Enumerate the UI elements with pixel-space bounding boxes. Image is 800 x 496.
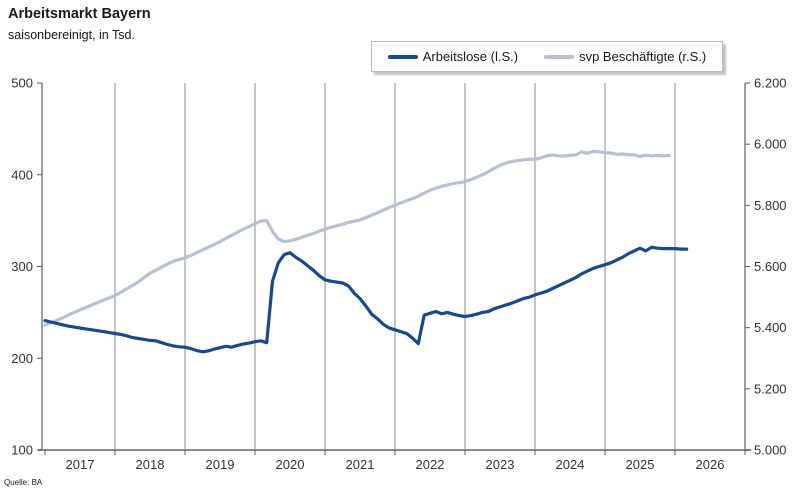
beschaeftigte-line-swatch (544, 54, 575, 59)
svg-text:2022: 2022 (416, 457, 445, 472)
svg-text:2024: 2024 (556, 457, 585, 472)
legend-label-beschaeftigte: svp Beschäftigte (r.S.) (579, 49, 707, 64)
svg-text:2026: 2026 (696, 457, 725, 472)
svg-text:100: 100 (11, 443, 33, 458)
page-title: Arbeitsmarkt Bayern (8, 6, 151, 22)
svg-text:2020: 2020 (276, 457, 305, 472)
svg-text:6.200: 6.200 (754, 76, 787, 91)
y-axis-left-labels: 500 400 300 200 100 (11, 76, 33, 458)
arbeitslose-line-swatch (387, 54, 418, 59)
svg-text:2025: 2025 (626, 457, 655, 472)
axis-ticks (37, 82, 750, 455)
svg-text:2017: 2017 (66, 457, 95, 472)
svg-text:2019: 2019 (206, 457, 235, 472)
svg-text:2021: 2021 (346, 457, 375, 472)
svg-text:6.000: 6.000 (754, 137, 787, 152)
y-axis-right-labels: 6.200 6.000 5.800 5.600 5.400 5.200 5.000 (754, 76, 787, 458)
svg-text:5.000: 5.000 (754, 443, 787, 458)
svg-text:5.200: 5.200 (754, 381, 787, 396)
series-beschaeftigte-line (43, 149, 671, 327)
svg-text:200: 200 (11, 351, 33, 366)
legend-item-beschaeftigte: svp Beschäftigte (r.S.) (544, 49, 706, 64)
svg-text:500: 500 (11, 76, 33, 91)
x-axis-labels: 2017 2018 2019 2020 2021 2022 2023 2024 2025 2026 (66, 457, 725, 472)
svg-text:5.400: 5.400 (754, 320, 787, 335)
svg-text:400: 400 (11, 167, 33, 182)
series-arbeitslose-line (43, 245, 689, 354)
svg-text:5.600: 5.600 (754, 259, 787, 274)
svg-text:2018: 2018 (136, 457, 165, 472)
svg-text:5.800: 5.800 (754, 198, 787, 213)
svg-text:2023: 2023 (486, 457, 515, 472)
legend-label-arbeitslose: Arbeitslose (l.S.) (422, 49, 519, 64)
plot-gridlines (114, 83, 676, 450)
page-subtitle: saisonbereinigt, in Tsd. (8, 28, 135, 42)
svg-text:300: 300 (11, 259, 33, 274)
source-note: Quelle: BA (4, 478, 43, 487)
legend-item-arbeitslose: Arbeitslose (l.S.) (387, 49, 519, 64)
chart-legend: Arbeitslose (l.S.) svp Beschäftigte (r.S… (371, 41, 723, 72)
